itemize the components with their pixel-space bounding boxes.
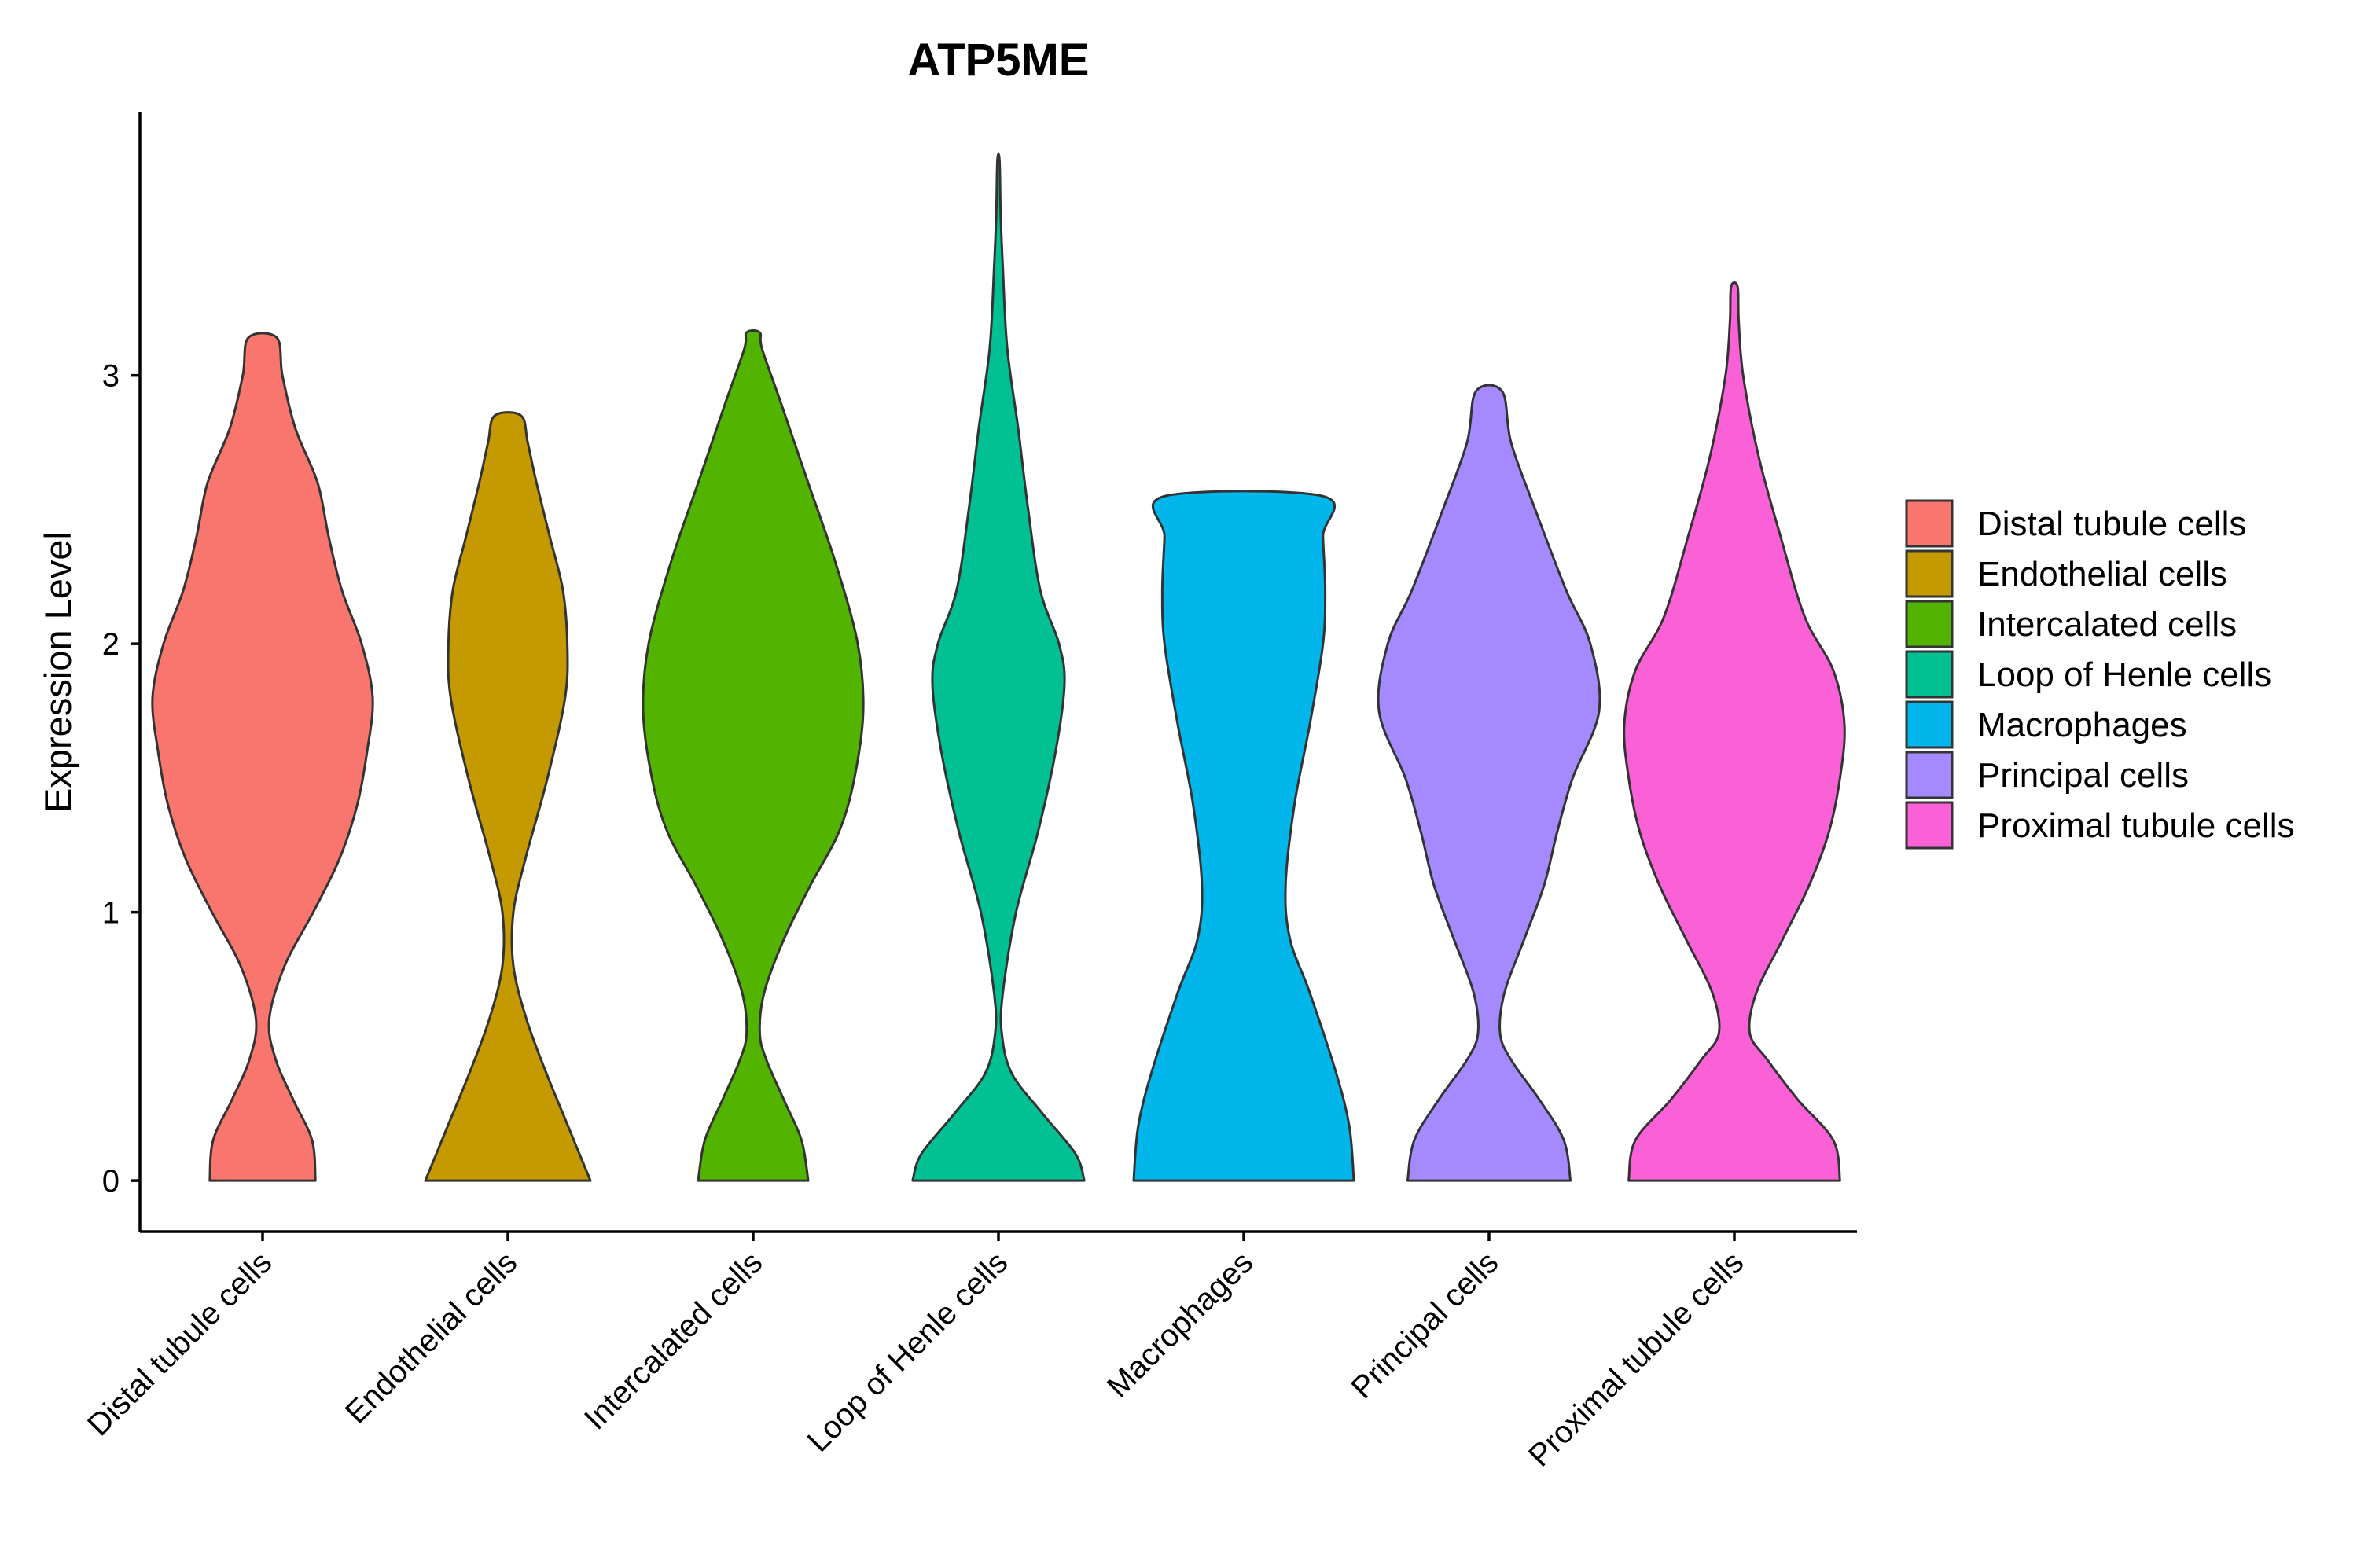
legend-key-distal-tubule-cells — [1905, 499, 1954, 548]
legend-key-macrophages — [1905, 700, 1954, 749]
legend-label: Distal tubule cells — [1977, 505, 2246, 543]
legend-label: Endothelial cells — [1977, 555, 2227, 593]
legend-key-proximal-tubule-cells — [1905, 801, 1954, 850]
violin-principal-cells — [1377, 384, 1601, 1182]
y-tick-label: 2 — [102, 627, 120, 662]
chart-title: ATP5ME — [908, 35, 1090, 86]
legend-label: Macrophages — [1977, 706, 2187, 744]
legend-label: Principal cells — [1977, 756, 2189, 795]
y-tick-label: 3 — [102, 359, 120, 394]
violin-proximal-tubule-cells — [1623, 281, 1846, 1182]
legend-key-loop-of-henle-cells — [1905, 650, 1954, 699]
violin-intercalated-cells — [642, 329, 865, 1182]
legend-key-intercalated-cells — [1905, 600, 1954, 648]
y-tick-label: 1 — [102, 896, 120, 931]
violin-distal-tubule-cells — [151, 332, 374, 1182]
legend-key-endothelial-cells — [1905, 549, 1954, 598]
y-tick-label: 0 — [102, 1164, 120, 1199]
violin-loop-of-henle-cells — [911, 152, 1086, 1182]
legend-label: Proximal tubule cells — [1977, 806, 2295, 845]
legend: Distal tubule cells Endothelial cells Inte… — [1905, 499, 2295, 850]
violin-macrophages — [1132, 490, 1355, 1182]
y-axis-title: Expression Level — [37, 531, 79, 813]
violin-endothelial-cells — [424, 411, 592, 1182]
legend-key-principal-cells — [1905, 751, 1954, 799]
legend-label: Intercalated cells — [1977, 605, 2237, 644]
legend-label: Loop of Henle cells — [1977, 655, 2271, 694]
